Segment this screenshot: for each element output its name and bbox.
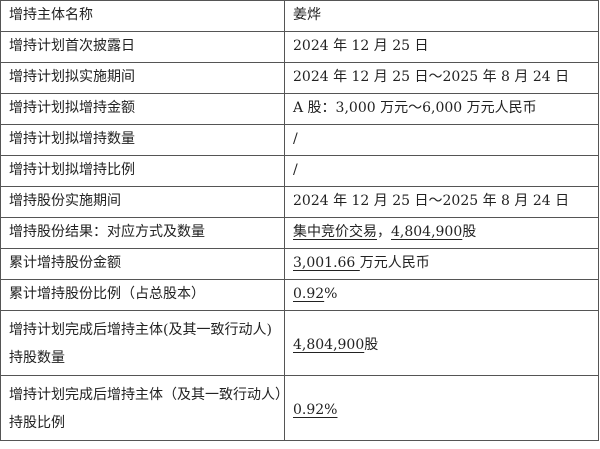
unit-text: 股 [462, 224, 477, 240]
ratio-text: 0.92 [293, 286, 325, 302]
table-row: 增持计划拟增持比例 / [0, 155, 599, 187]
row-value: 集中竞价交易，4,804,900股 [284, 217, 599, 249]
row-label: 增持计划拟增持比例 [0, 155, 285, 187]
table-row: 增持计划拟实施期间 2024 年 12 月 25 日～2025 年 8 月 24 … [0, 62, 599, 94]
ratio-text: 0.92% [293, 402, 338, 418]
table-row: 增持计划拟增持数量 / [0, 124, 599, 156]
row-value: 3,001.66 万元人民币 [284, 248, 599, 280]
row-value: 4,804,900股 [284, 310, 599, 376]
table-row: 增持股份结果：对应方式及数量 集中竞价交易，4,804,900股 [0, 217, 599, 249]
table-row: 增持计划首次披露日 2024 年 12 月 25 日 [0, 31, 599, 63]
row-label: 增持股份实施期间 [0, 186, 285, 218]
row-label: 增持计划首次披露日 [0, 31, 285, 63]
row-label: 累计增持股份金额 [0, 248, 285, 280]
row-value: 2024 年 12 月 25 日 [284, 31, 599, 63]
amount-text: 3,001.66 [293, 255, 360, 271]
table-row: 增持股份实施期间 2024 年 12 月 25 日～2025 年 8 月 24 日 [0, 186, 599, 218]
row-value: 2024 年 12 月 25 日～2025 年 8 月 24 日 [284, 186, 599, 218]
row-label: 增持计划拟实施期间 [0, 62, 285, 94]
unit-text: 万元人民币 [359, 255, 430, 271]
row-label: 增持计划拟增持金额 [0, 93, 285, 125]
row-label: 增持计划完成后增持主体(及其一致行动人)持股数量 [0, 310, 285, 376]
row-value: / [284, 155, 599, 187]
quantity-text: 4,804,900 [293, 337, 365, 353]
separator: ， [377, 224, 391, 240]
row-label: 增持计划拟增持数量 [0, 124, 285, 156]
table-row: 累计增持股份金额 3,001.66 万元人民币 [0, 248, 599, 280]
row-value: A 股：3,000 万元～6,000 万元人民币 [284, 93, 599, 125]
row-label: 增持计划完成后增持主体（及其一致行动人）持股比例 [0, 375, 285, 441]
row-value: 0.92% [284, 279, 599, 311]
table-row: 增持主体名称 姜烨 [0, 0, 599, 32]
row-value: 2024 年 12 月 25 日～2025 年 8 月 24 日 [284, 62, 599, 94]
row-value: / [284, 124, 599, 156]
row-label: 累计增持股份比例（占总股本） [0, 279, 285, 311]
unit-text: 股 [364, 337, 379, 353]
row-label: 增持主体名称 [0, 0, 285, 32]
quantity-text: 4,804,900 [391, 224, 463, 240]
row-label: 增持股份结果：对应方式及数量 [0, 217, 285, 249]
row-value: 0.92% [284, 375, 599, 441]
table-row: 增持计划完成后增持主体（及其一致行动人）持股比例 0.92% [0, 375, 599, 441]
row-value: 姜烨 [284, 0, 599, 32]
percent-sign: % [324, 286, 338, 302]
table-row: 增持计划完成后增持主体(及其一致行动人)持股数量 4,804,900股 [0, 310, 599, 376]
method-text: 集中竞价交易 [293, 224, 377, 240]
table-row: 累计增持股份比例（占总股本） 0.92% [0, 279, 599, 311]
table-row: 增持计划拟增持金额 A 股：3,000 万元～6,000 万元人民币 [0, 93, 599, 125]
